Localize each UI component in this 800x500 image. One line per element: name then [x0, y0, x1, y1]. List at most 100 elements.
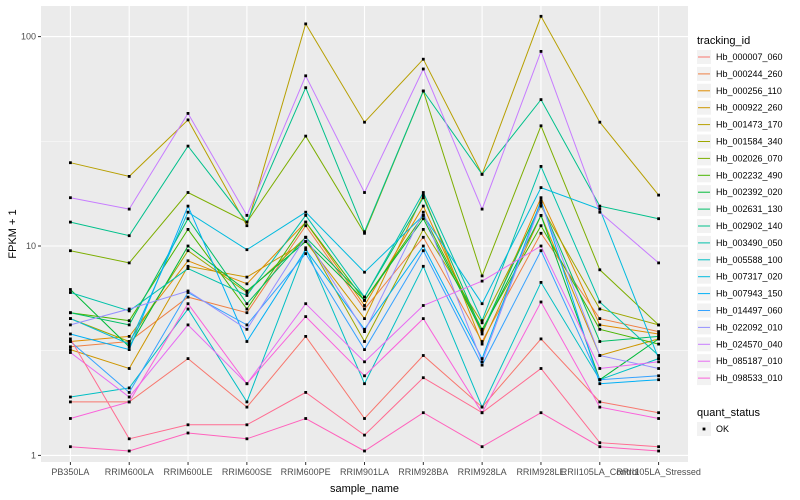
- data-point: [127, 449, 131, 453]
- data-point: [657, 411, 660, 415]
- data-point: [363, 382, 366, 386]
- data-point: [245, 340, 249, 343]
- data-point: [539, 196, 543, 200]
- data-point: [480, 279, 484, 283]
- data-point: [186, 267, 190, 270]
- data-point: [598, 327, 602, 331]
- data-point: [480, 321, 484, 325]
- data-point: [421, 317, 425, 320]
- data-point: [245, 294, 249, 297]
- legend-item-label: Hb_022092_010: [716, 322, 783, 332]
- data-point: [304, 214, 308, 217]
- x-tick-label: RRIM928BA: [398, 467, 448, 477]
- data-point: [363, 299, 366, 302]
- data-point: [598, 400, 602, 404]
- data-point: [245, 282, 249, 286]
- data-point: [69, 332, 72, 336]
- data-point: [657, 378, 660, 382]
- data-point: [245, 423, 249, 427]
- data-point: [69, 323, 72, 327]
- data-point: [421, 196, 425, 200]
- data-point: [657, 445, 660, 449]
- data-point: [186, 244, 190, 248]
- data-point: [480, 360, 484, 364]
- x-tick-label: RRIM600LA: [105, 467, 154, 477]
- data-point: [421, 210, 425, 214]
- data-point: [186, 289, 190, 293]
- data-point: [69, 249, 72, 253]
- data-point: [539, 204, 543, 208]
- data-point: [127, 307, 131, 311]
- legend-item-label: Hb_000922_260: [716, 103, 783, 113]
- data-point: [245, 323, 249, 327]
- data-point: [363, 330, 366, 333]
- data-point: [657, 367, 660, 370]
- legend-item-label: Hb_014497_060: [716, 306, 783, 316]
- x-tick-label: RRII105LA_Stressed: [616, 467, 701, 477]
- legend-item-label: Hb_007317_020: [716, 272, 783, 282]
- data-point: [363, 120, 366, 124]
- data-point: [598, 405, 602, 409]
- data-point: [127, 261, 131, 265]
- data-point: [69, 445, 72, 449]
- data-point: [127, 340, 131, 343]
- data-point: [69, 351, 72, 354]
- data-point: [421, 204, 425, 208]
- data-point: [539, 367, 543, 370]
- data-point: [69, 311, 72, 315]
- legend-item-label: Hb_001473_170: [716, 120, 783, 130]
- data-point: [539, 14, 543, 18]
- data-point: [657, 342, 660, 346]
- legend-item-label: Hb_005588_100: [716, 255, 783, 265]
- data-point: [421, 191, 425, 194]
- data-point: [421, 376, 425, 380]
- data-point: [480, 274, 484, 278]
- legend-item-label: Hb_002026_070: [716, 153, 783, 163]
- data-point: [539, 186, 543, 189]
- legend-item-label: Hb_003490_050: [716, 238, 783, 248]
- data-point: [186, 357, 190, 360]
- data-point: [598, 367, 602, 370]
- data-point: [480, 405, 484, 409]
- data-point: [186, 295, 190, 299]
- data-point: [245, 248, 249, 252]
- data-point: [539, 98, 543, 101]
- data-point: [69, 220, 72, 224]
- data-point: [539, 231, 543, 235]
- data-point: [304, 252, 308, 255]
- data-point: [421, 235, 425, 239]
- data-point: [127, 175, 131, 178]
- data-point: [539, 165, 543, 168]
- x-tick-label: PB350LA: [51, 467, 89, 477]
- data-point: [539, 224, 543, 228]
- shape-legend-items: OK: [697, 422, 729, 436]
- data-point: [480, 411, 484, 415]
- legend-item-label: Hb_000256_110: [716, 86, 782, 96]
- data-point: [363, 433, 366, 437]
- data-point: [245, 405, 249, 409]
- data-point: [480, 172, 484, 176]
- data-point: [245, 275, 249, 279]
- data-point: [539, 337, 543, 341]
- data-point: [127, 437, 131, 441]
- data-point: [186, 191, 190, 194]
- data-point: [69, 161, 72, 165]
- data-point: [186, 291, 190, 294]
- data-point: [598, 378, 602, 382]
- y-tick-label: 10: [26, 241, 36, 251]
- data-point: [304, 240, 308, 243]
- data-point: [304, 335, 308, 338]
- data-point: [127, 391, 131, 394]
- data-point: [421, 228, 425, 231]
- data-point: [69, 317, 72, 320]
- data-point: [598, 441, 602, 445]
- data-point: [657, 417, 660, 420]
- data-point: [69, 400, 72, 404]
- x-tick-label: RRIM600PE: [281, 467, 331, 477]
- data-point: [245, 437, 249, 441]
- y-axis: 1 10 100: [21, 32, 41, 460]
- data-point: [363, 417, 366, 420]
- data-point: [363, 340, 366, 343]
- data-point: [69, 196, 72, 200]
